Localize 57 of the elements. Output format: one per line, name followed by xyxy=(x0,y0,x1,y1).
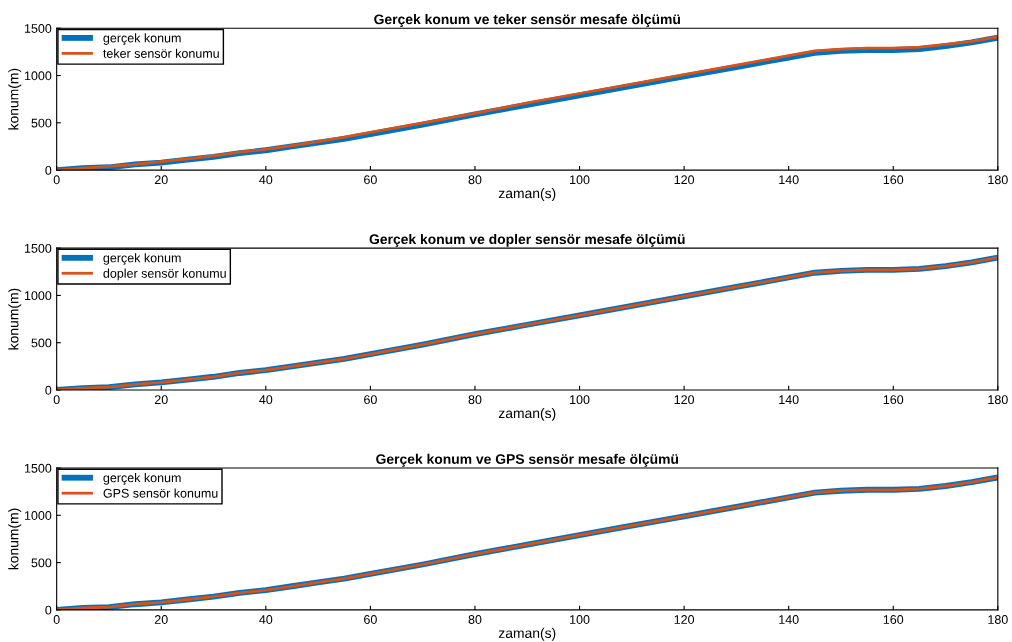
x-tick-label: 40 xyxy=(259,175,273,185)
y-tick-label: 0 xyxy=(45,385,52,395)
x-tick-label: 0 xyxy=(53,395,60,405)
x-tick-label: 60 xyxy=(364,175,377,185)
y-tick-label: 1500 xyxy=(24,24,52,33)
x-tick-label: 0 xyxy=(53,615,60,624)
x-axis-title: zaman(s) xyxy=(498,627,556,641)
x-tick-label: 20 xyxy=(154,175,168,185)
chart-title: Gerçek konum ve teker sensör mesafe ölçümü xyxy=(374,14,680,27)
x-tick-label: 100 xyxy=(570,395,590,405)
legend-label: gerçek konum xyxy=(103,473,181,485)
x-axis-title: zaman(s) xyxy=(498,188,556,201)
y-tick-label: 0 xyxy=(45,165,52,175)
y-tick-label: 500 xyxy=(31,558,52,568)
x-tick-label: 60 xyxy=(364,395,377,405)
y-tick-label: 1500 xyxy=(24,243,52,253)
x-tick-label: 160 xyxy=(883,615,904,624)
x-tick-label: 40 xyxy=(259,395,273,405)
y-tick-label: 1500 xyxy=(24,463,52,473)
y-tick-label: 0 xyxy=(45,605,52,615)
legend-label: gerçek konum xyxy=(103,33,181,45)
x-tick-label: 180 xyxy=(988,175,1008,185)
x-tick-label: 80 xyxy=(468,615,482,624)
x-tick-label: 60 xyxy=(364,615,377,624)
y-axis-title: konum(m) xyxy=(8,68,22,130)
y-tick-label: 500 xyxy=(31,118,52,128)
x-tick-label: 140 xyxy=(779,395,799,405)
x-tick-label: 80 xyxy=(468,395,482,405)
x-tick-label: 80 xyxy=(468,175,482,185)
x-tick-label: 160 xyxy=(883,395,904,405)
legend-label: gerçek konum xyxy=(103,253,181,265)
y-tick-label: 1000 xyxy=(24,511,52,520)
x-tick-label: 140 xyxy=(779,175,799,185)
x-tick-label: 20 xyxy=(154,615,168,624)
x-tick-label: 180 xyxy=(988,615,1008,624)
chart-title: Gerçek konum ve dopler sensör mesafe ölçümü xyxy=(369,233,685,247)
legend-label: GPS sensör konumu xyxy=(103,488,218,498)
x-tick-label: 40 xyxy=(259,615,273,624)
y-axis-title: konum(m) xyxy=(8,288,22,350)
x-tick-label: 180 xyxy=(988,395,1008,405)
legend-label: dopler sensör konumu xyxy=(103,268,226,281)
x-tick-label: 20 xyxy=(154,395,168,405)
x-tick-label: 120 xyxy=(674,615,695,624)
y-tick-label: 1000 xyxy=(24,71,52,81)
x-axis-title: zaman(s) xyxy=(498,407,556,421)
x-tick-label: 100 xyxy=(570,615,590,624)
legend-label: teker sensör konumu xyxy=(103,48,219,58)
x-tick-label: 120 xyxy=(674,175,695,185)
y-tick-label: 1000 xyxy=(24,291,52,301)
x-tick-label: 0 xyxy=(53,175,60,185)
x-tick-label: 120 xyxy=(674,395,695,405)
y-axis-title: konum(m) xyxy=(8,508,22,570)
y-tick-label: 500 xyxy=(31,338,52,348)
chart-title: Gerçek konum ve GPS sensör mesafe ölçümü xyxy=(376,453,679,467)
x-tick-label: 160 xyxy=(883,175,904,185)
x-tick-label: 140 xyxy=(779,615,799,624)
x-tick-label: 100 xyxy=(570,175,590,185)
